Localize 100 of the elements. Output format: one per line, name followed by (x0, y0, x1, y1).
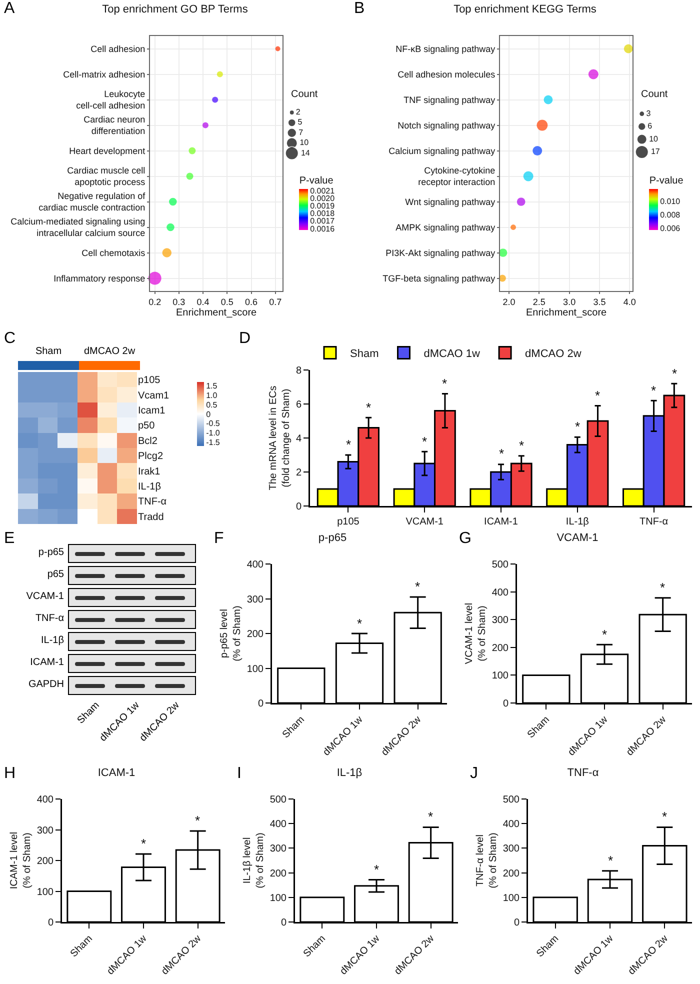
text: E (4, 530, 15, 548)
x-tick-label: 0.7 (269, 296, 282, 307)
x-axis-title: Enrichment_score (526, 307, 608, 318)
annotation: * (374, 862, 380, 877)
color-bar-title: P-value (299, 176, 334, 186)
chart-title: IL-1β (336, 766, 362, 779)
category-label: GAPDH (28, 679, 64, 690)
chart-title: ICAM-1 (98, 766, 136, 779)
y-tick-label: 200 (270, 868, 287, 880)
x-tick-label: 0.4 (196, 296, 210, 307)
legend-label: 7 (298, 128, 304, 137)
x-axis-title: Enrichment_score (176, 307, 258, 318)
y-tick-label: Cell adhesion (90, 44, 146, 54)
chart-title: Top enrichment KEGG Terms (454, 4, 597, 16)
y-axis-title: TNF-α level (% of Sham) (475, 832, 500, 888)
annotation: * (602, 627, 608, 642)
y-tick-label: 300 (246, 594, 264, 606)
color-bar-label: 0 (206, 410, 212, 419)
y-tick-label: TNF-α (138, 496, 167, 508)
y-tick-label: 100 (36, 886, 54, 898)
text: B (354, 0, 365, 18)
chart-title: VCAM-1 (556, 532, 598, 544)
y-tick-label: 0 (296, 502, 302, 512)
y-tick-label: Inflammatory response (54, 273, 146, 284)
y-tick-label: 0 (258, 698, 264, 710)
category-label: VCAM-1 (26, 591, 64, 602)
color-bar-label: 0.0019 (310, 202, 336, 210)
legend-label: 3 (646, 108, 652, 118)
chart-title: Top enrichment GO BP Terms (102, 4, 248, 16)
annotation: * (595, 388, 600, 403)
y-tick-label: 400 (36, 794, 54, 806)
legend-label: 5 (298, 118, 303, 127)
color-bar-label: 0.006 (660, 224, 681, 233)
color-bar-label: 0.5 (206, 400, 218, 410)
color-bar-label: 0.008 (660, 210, 681, 220)
y-axis-title: ICAM-1 level (% of Sham) (9, 832, 34, 890)
y-tick-label: Cytokine-cytokine receptor interaction (418, 166, 496, 188)
y-tick-label: Cell chemotaxis (82, 248, 146, 258)
legend-label: 14 (300, 148, 310, 158)
y-tick-label: 0 (48, 918, 54, 928)
legend-label: dMCAO 2w (525, 348, 582, 360)
category-label: ICAM-1 (30, 657, 64, 668)
legend-title: Count (641, 89, 668, 100)
x-tick-label: 0.6 (245, 296, 258, 307)
annotation: * (366, 400, 372, 415)
x-tick-label: VCAM-1 (406, 516, 444, 528)
y-tick-label: 200 (36, 856, 54, 867)
y-tick-label: 6 (296, 400, 302, 410)
text: Sham (34, 346, 63, 357)
y-tick-label: 300 (270, 844, 287, 855)
y-tick-label: 500 (502, 794, 520, 806)
annotation: * (575, 419, 580, 434)
y-tick-label: 0 (280, 918, 287, 928)
y-tick-label: 400 (492, 587, 509, 598)
text: H (4, 765, 16, 783)
y-tick-label: Icam1 (138, 406, 166, 416)
y-tick-label: Tradd (138, 512, 164, 523)
annotation: * (660, 580, 666, 595)
annotation: * (662, 809, 668, 824)
color-bar-label: 1.5 (206, 382, 218, 391)
y-tick-label: Cardiac neuron differentiation (84, 114, 146, 136)
y-tick-label: Leukocyte cell-cell adhesion (76, 89, 146, 111)
y-tick-label: 0 (514, 918, 520, 928)
annotation: * (357, 616, 362, 631)
x-tick-label: ICAM-1 (484, 516, 518, 528)
legend-label: Sham (350, 348, 379, 360)
text: C (4, 330, 16, 348)
y-tick-label: Irak1 (138, 466, 161, 478)
legend-label: 10 (300, 138, 310, 148)
y-tick-label: 500 (492, 560, 509, 570)
x-tick-label: 0.2 (148, 296, 162, 307)
color-bar-label: -0.5 (206, 419, 220, 428)
x-tick-label: 3.5 (593, 296, 606, 307)
y-tick-label: 2 (296, 468, 302, 478)
color-bar-label: 0.0020 (310, 194, 336, 203)
text: J (470, 765, 478, 783)
annotation: * (346, 437, 352, 452)
category-label: p-p65 (38, 547, 64, 558)
y-tick-label: 100 (502, 892, 520, 904)
chart-title: TNF-α (567, 766, 600, 779)
chart-title: p-p65 (318, 532, 347, 544)
y-tick-label: 0 (502, 698, 509, 710)
y-tick-label: 100 (270, 892, 287, 904)
annotation: * (499, 446, 504, 461)
annotation: * (195, 813, 200, 828)
x-tick-label: p105 (337, 516, 360, 528)
category-label: p65 (47, 569, 64, 580)
y-axis-title: p-p65 level (% of Sham) (219, 606, 244, 662)
color-bar-label: 0.0018 (310, 209, 336, 218)
y-tick-label: 500 (270, 794, 287, 806)
y-tick-label: Plcg2 (138, 451, 164, 462)
color-bar-title: P-value (649, 176, 684, 186)
x-tick-label: 0.5 (220, 296, 234, 307)
x-tick-label: 0.3 (172, 296, 186, 307)
annotation: * (651, 383, 656, 398)
x-tick-label: 4.0 (623, 296, 636, 307)
text: D (239, 330, 251, 348)
color-bar-label: 0.0017 (310, 216, 336, 226)
annotation: * (415, 579, 420, 594)
y-tick-label: Calcium signaling pathway (388, 146, 496, 156)
